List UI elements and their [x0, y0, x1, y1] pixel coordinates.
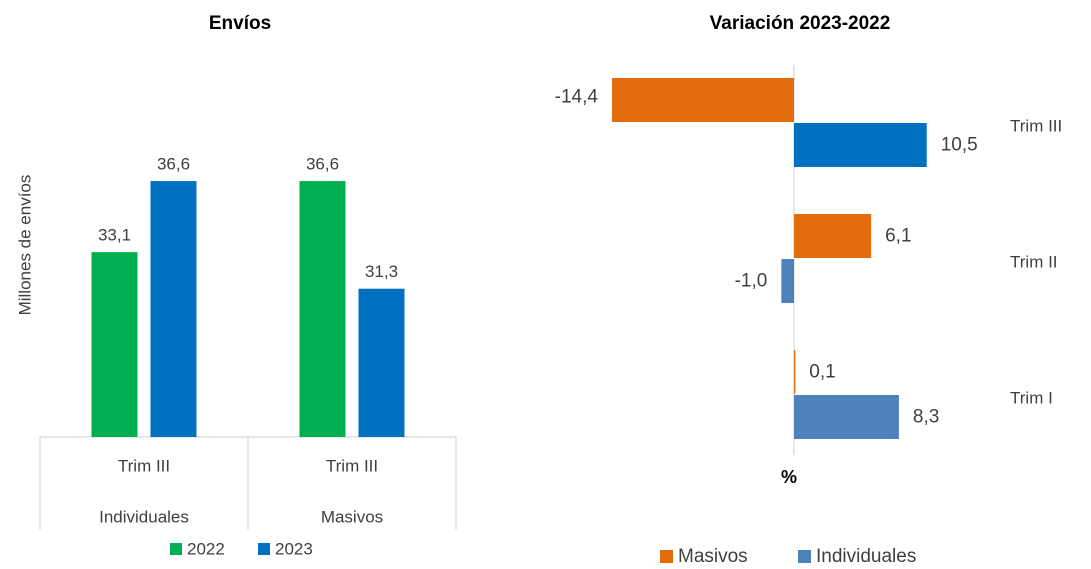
- data-label: 8,3: [913, 407, 939, 428]
- group-label: Individuales: [99, 507, 189, 526]
- chart-title: Envíos: [209, 13, 271, 34]
- legend-label: Individuales: [816, 546, 916, 567]
- data-label: 6,1: [885, 226, 911, 247]
- legend-swatch: [798, 550, 811, 563]
- data-label: 0,1: [809, 362, 835, 383]
- data-label: -1,0: [735, 271, 768, 292]
- y-tick-label: Trim III: [1010, 116, 1062, 135]
- data-label: 33,1: [98, 226, 131, 245]
- legend-label: Masivos: [678, 546, 748, 567]
- x-tick-label: Trim III: [326, 456, 378, 475]
- legend-swatch: [258, 543, 270, 555]
- bar: [611, 78, 794, 122]
- data-label: 31,3: [365, 262, 398, 281]
- legend-label: 2022: [187, 539, 225, 558]
- legend-label: 2023: [275, 539, 313, 558]
- bar: [794, 350, 796, 394]
- legend-swatch: [660, 550, 673, 563]
- bar: [91, 252, 138, 437]
- bar: [781, 259, 794, 303]
- bar: [794, 123, 927, 167]
- bar: [794, 214, 872, 258]
- bar: [794, 395, 899, 439]
- bar: [150, 181, 197, 437]
- x-axis-label: %: [781, 467, 797, 487]
- bar: [358, 288, 405, 437]
- data-label: 10,5: [941, 135, 978, 156]
- y-tick-label: Trim I: [1010, 388, 1053, 407]
- y-tick-label: Trim II: [1010, 252, 1058, 271]
- x-tick-label: Trim III: [118, 456, 170, 475]
- legend-swatch: [170, 543, 182, 555]
- chart-title: Variación 2023-2022: [710, 13, 891, 34]
- data-label: 36,6: [306, 155, 339, 174]
- y-axis-label: Millones de envíos: [15, 175, 34, 316]
- data-label: 36,6: [157, 155, 190, 174]
- data-label: -14,4: [555, 87, 599, 108]
- bar: [299, 181, 346, 437]
- group-label: Masivos: [321, 507, 383, 526]
